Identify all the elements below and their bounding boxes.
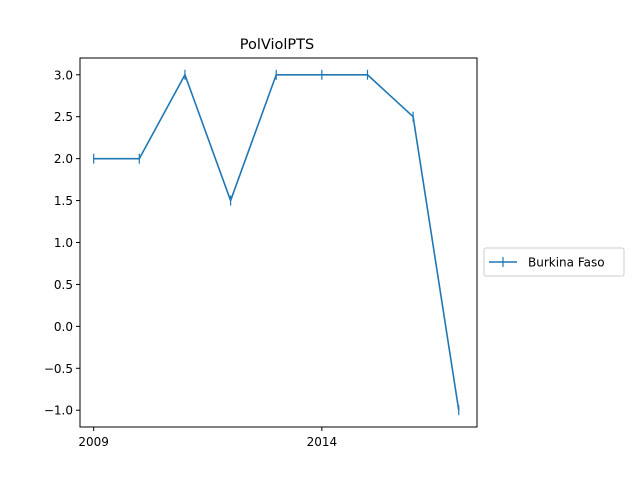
series-line [93, 73, 460, 411]
plot-frame [79, 57, 478, 428]
y-tick-label: −0.5 [44, 362, 73, 376]
y-tick-label: 3.0 [54, 68, 73, 82]
legend-label: Burkina Faso [528, 256, 605, 270]
chart-title: PolViolPTS [240, 37, 314, 53]
y-axis: −1.0 −0.5 0.0 0.5 1.0 1.5 2.0 2.5 3.0 [44, 68, 80, 418]
y-tick-label: 2.5 [54, 110, 73, 124]
legend: Burkina Faso [483, 247, 625, 277]
y-tick-label: 0.5 [54, 278, 73, 292]
y-tick-label: 1.0 [54, 236, 73, 250]
series-layer [93, 69, 460, 416]
plot-area: −1.0 −0.5 0.0 0.5 1.0 1.5 2.0 2.5 3.0 2009 2014 [44, 57, 478, 449]
legend-frame [483, 247, 625, 277]
y-tick-label: 1.5 [54, 194, 73, 208]
x-tick-label: 2014 [307, 435, 338, 449]
y-tick-label: 0.0 [54, 320, 73, 334]
x-tick-label: 2009 [78, 435, 109, 449]
x-axis: 2009 2014 [78, 427, 337, 449]
y-tick-label: −1.0 [44, 404, 73, 418]
y-tick-label: 2.0 [54, 152, 73, 166]
